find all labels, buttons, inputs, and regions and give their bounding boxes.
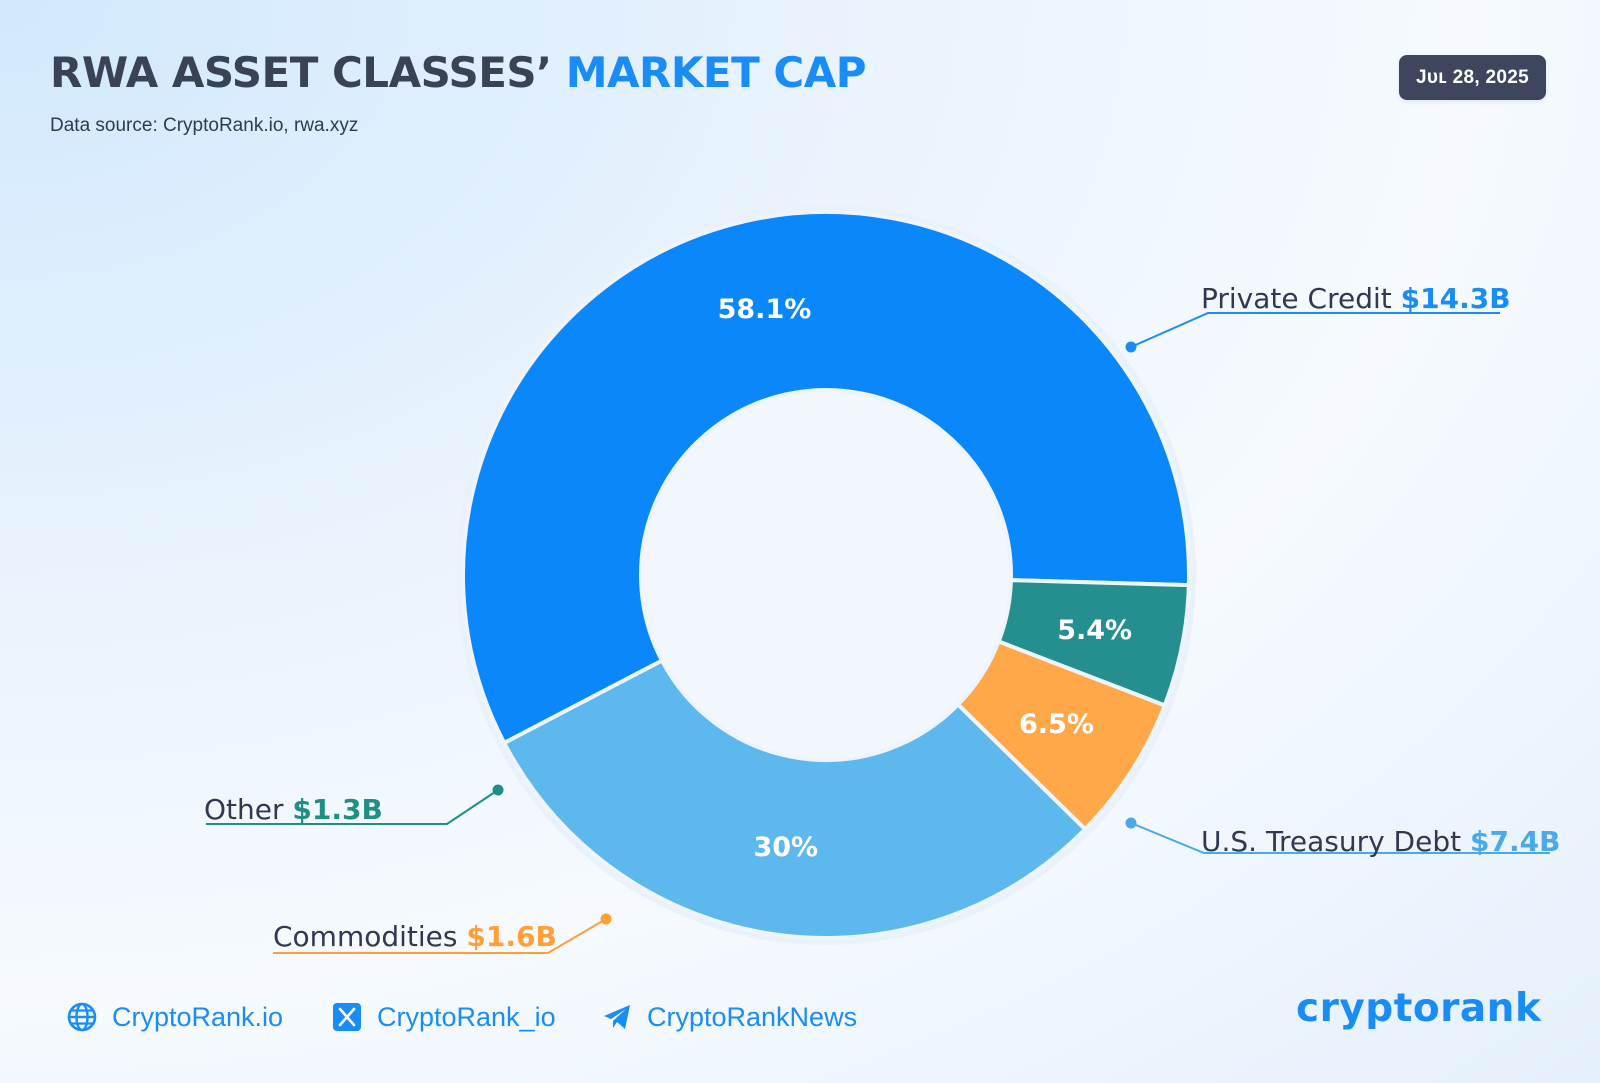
slice-value: $14.3B [1401,282,1511,315]
slice-callout-label: Other $1.3B [204,793,383,826]
date-badge: Jᴜʟ 28, 2025 [1399,55,1546,100]
slice-value: $1.3B [292,793,382,826]
footer: CryptoRank.io CryptoRank_io CryptoRankNe… [0,995,1600,1039]
slice-percent-label: 5.4% [1057,615,1132,646]
leader-dot [600,913,612,925]
slice-value: $7.4B [1470,825,1560,858]
slice-category-name: Other [204,793,292,826]
footer-link-website[interactable]: CryptoRank.io [66,995,283,1039]
leader-dot [1125,817,1137,829]
slice-percent-label: 6.5% [1019,709,1094,740]
footer-link-telegram[interactable]: CryptoRankNews [601,995,857,1039]
slice-callout-label: U.S. Treasury Debt $7.4B [1201,825,1560,858]
data-source-subtitle: Data source: CryptoRank.io, rwa.xyz [50,115,359,136]
title-accent: MARKET CAP [565,48,867,97]
slice-category-name: U.S. Treasury Debt [1201,825,1470,858]
leader-dot [492,784,504,796]
slice-private-credit [461,210,1191,745]
leader-line [206,789,499,825]
slice-other [996,578,1191,708]
brand-logo: cryptorank [1296,986,1542,1031]
x-logo-icon [333,1003,361,1031]
slice-percent-label: 30% [753,832,818,863]
leader-line [273,918,607,954]
page-title: RWA ASSET CLASSES’ MARKET CAP [50,48,866,97]
slice-value: $1.6B [466,920,556,953]
donut-hole [643,392,1009,758]
footer-link-label: CryptoRankNews [647,1001,858,1032]
slice-callout-label: Private Credit $14.3B [1201,282,1511,315]
leader-dot [1125,341,1137,353]
footer-link-x[interactable]: CryptoRank_io [331,995,556,1039]
title-main: RWA ASSET CLASSES’ [50,48,552,97]
footer-link-label: CryptoRank_io [377,1001,556,1032]
slice-callout-label: Commodities $1.6B [273,920,557,953]
donut-outer-rim [456,205,1196,945]
globe-icon [67,1002,97,1032]
telegram-icon [604,1005,630,1029]
footer-link-label: CryptoRank.io [112,1001,284,1032]
leader-line [1130,312,1500,348]
slice-category-name: Commodities [273,920,466,953]
slice-percent-label: 58.1% [718,294,812,325]
slice-category-name: Private Credit [1201,282,1401,315]
leader-line [1130,822,1550,854]
slice-u-s-treasury-debt [502,658,1088,940]
